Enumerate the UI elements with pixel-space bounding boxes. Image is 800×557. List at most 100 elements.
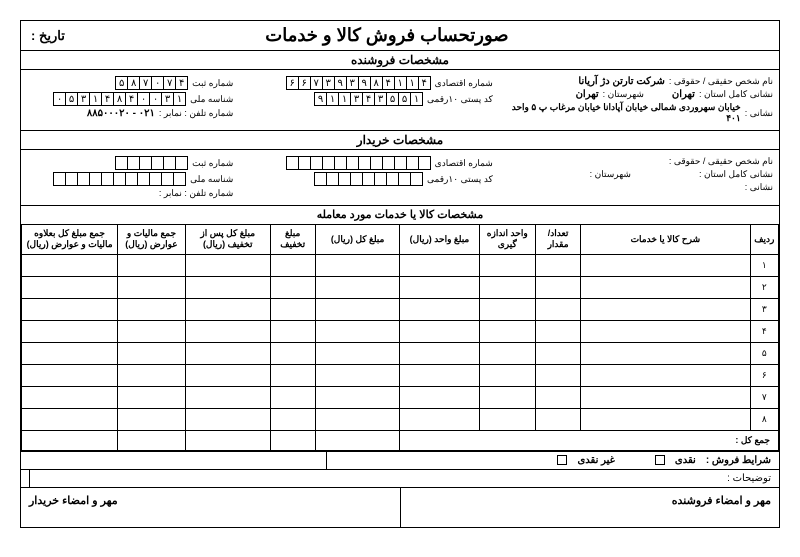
buyer-reg-boxes[interactable]	[115, 156, 188, 170]
cell-uprice[interactable]	[400, 408, 479, 430]
table-row[interactable]: ۳	[22, 298, 779, 320]
buyer-eco-boxes[interactable]	[286, 156, 431, 170]
th-after: مبلغ کل پس از تخفیف (ریال)	[185, 224, 270, 254]
cell-disc[interactable]	[270, 320, 315, 342]
cell-after[interactable]	[185, 342, 270, 364]
cell-after[interactable]	[185, 364, 270, 386]
cell-unit[interactable]	[479, 364, 535, 386]
cell-uprice[interactable]	[400, 342, 479, 364]
cell-desc[interactable]	[581, 254, 750, 276]
cell-desc[interactable]	[581, 320, 750, 342]
buyer-info: نام شخص حقیقی / حقوقی : نشانی کامل استان…	[21, 150, 779, 206]
cell-grand[interactable]	[22, 408, 118, 430]
invoice-title: صورتحساب فروش کالا و خدمات	[65, 25, 709, 46]
cell-qty[interactable]	[535, 408, 580, 430]
cell-desc[interactable]	[581, 408, 750, 430]
cell-after[interactable]	[185, 386, 270, 408]
cell-after[interactable]	[185, 254, 270, 276]
cell-desc[interactable]	[581, 386, 750, 408]
cell-tax[interactable]	[118, 386, 186, 408]
cell-disc[interactable]	[270, 408, 315, 430]
cell-uprice[interactable]	[400, 254, 479, 276]
cell-qty[interactable]	[535, 276, 580, 298]
table-row[interactable]: ۱	[22, 254, 779, 276]
buyer-reg-label: شماره ثبت	[192, 158, 233, 169]
table-row[interactable]: ۵	[22, 342, 779, 364]
cell-uprice[interactable]	[400, 320, 479, 342]
header: صورتحساب فروش کالا و خدمات تاریخ :	[21, 21, 779, 51]
credit-checkbox[interactable]	[557, 455, 567, 465]
seller-address-label: نشانی :	[745, 108, 773, 119]
cell-total[interactable]	[315, 298, 400, 320]
cell-tax[interactable]	[118, 276, 186, 298]
cell-unit[interactable]	[479, 276, 535, 298]
th-grand: جمع مبلغ کل بعلاوه مالیات و عوارض (ریال)	[22, 224, 118, 254]
cell-after[interactable]	[185, 276, 270, 298]
cell-qty[interactable]	[535, 254, 580, 276]
cell-disc[interactable]	[270, 342, 315, 364]
cell-tax[interactable]	[118, 320, 186, 342]
cash-checkbox[interactable]	[655, 455, 665, 465]
cell-disc[interactable]	[270, 298, 315, 320]
cell-grand[interactable]	[22, 276, 118, 298]
cell-total[interactable]	[315, 386, 400, 408]
cell-qty[interactable]	[535, 298, 580, 320]
cell-total[interactable]	[315, 342, 400, 364]
seller-phone: ۰۲۱ - ۸۸۵۰۰۰۲۰	[87, 108, 155, 119]
cell-tax[interactable]	[118, 364, 186, 386]
cell-total[interactable]	[315, 276, 400, 298]
table-row[interactable]: ۴	[22, 320, 779, 342]
seller-name: شرکت تارتن دژ آریانا	[578, 76, 664, 87]
cell-unit[interactable]	[479, 342, 535, 364]
cell-grand[interactable]	[22, 342, 118, 364]
cell-desc[interactable]	[581, 298, 750, 320]
cell-total[interactable]	[315, 364, 400, 386]
cell-qty[interactable]	[535, 364, 580, 386]
cell-grand[interactable]	[22, 386, 118, 408]
cell-desc[interactable]	[581, 364, 750, 386]
cell-grand[interactable]	[22, 364, 118, 386]
cell-grand[interactable]	[22, 254, 118, 276]
table-row[interactable]: ۸	[22, 408, 779, 430]
cell-tax[interactable]	[118, 298, 186, 320]
cell-tax[interactable]	[118, 254, 186, 276]
cell-unit[interactable]	[479, 298, 535, 320]
table-row[interactable]: ۲	[22, 276, 779, 298]
cell-disc[interactable]	[270, 386, 315, 408]
cell-disc[interactable]	[270, 254, 315, 276]
cell-grand[interactable]	[22, 298, 118, 320]
cell-total[interactable]	[315, 408, 400, 430]
cell-desc[interactable]	[581, 276, 750, 298]
buyer-nid-boxes[interactable]	[53, 172, 186, 186]
cell-unit[interactable]	[479, 254, 535, 276]
cell-uprice[interactable]	[400, 364, 479, 386]
seller-info: نام شخص حقیقی / حقوقی : شرکت تارتن دژ آر…	[21, 70, 779, 131]
cell-disc[interactable]	[270, 364, 315, 386]
cell-uprice[interactable]	[400, 298, 479, 320]
seller-reg-boxes: ۵۸۷۰۷۴	[115, 76, 188, 90]
cell-after[interactable]	[185, 408, 270, 430]
cell-after[interactable]	[185, 320, 270, 342]
cell-qty[interactable]	[535, 320, 580, 342]
cell-qty[interactable]	[535, 342, 580, 364]
table-row[interactable]: ۶	[22, 364, 779, 386]
cell-grand[interactable]	[22, 320, 118, 342]
seller-postal-boxes: ۹۱۱۳۴۳۵۵۱	[314, 92, 423, 106]
cell-unit[interactable]	[479, 408, 535, 430]
cell-tax[interactable]	[118, 408, 186, 430]
cell-uprice[interactable]	[400, 386, 479, 408]
cell-after[interactable]	[185, 298, 270, 320]
total-disc	[270, 430, 315, 450]
buyer-signature: مهر و امضاء خریدار	[21, 488, 400, 527]
table-row[interactable]: ۷	[22, 386, 779, 408]
cell-total[interactable]	[315, 254, 400, 276]
cell-disc[interactable]	[270, 276, 315, 298]
cell-qty[interactable]	[535, 386, 580, 408]
cell-uprice[interactable]	[400, 276, 479, 298]
cell-tax[interactable]	[118, 342, 186, 364]
cell-total[interactable]	[315, 320, 400, 342]
cell-desc[interactable]	[581, 342, 750, 364]
cell-unit[interactable]	[479, 320, 535, 342]
buyer-postal-boxes[interactable]	[314, 172, 423, 186]
cell-unit[interactable]	[479, 386, 535, 408]
